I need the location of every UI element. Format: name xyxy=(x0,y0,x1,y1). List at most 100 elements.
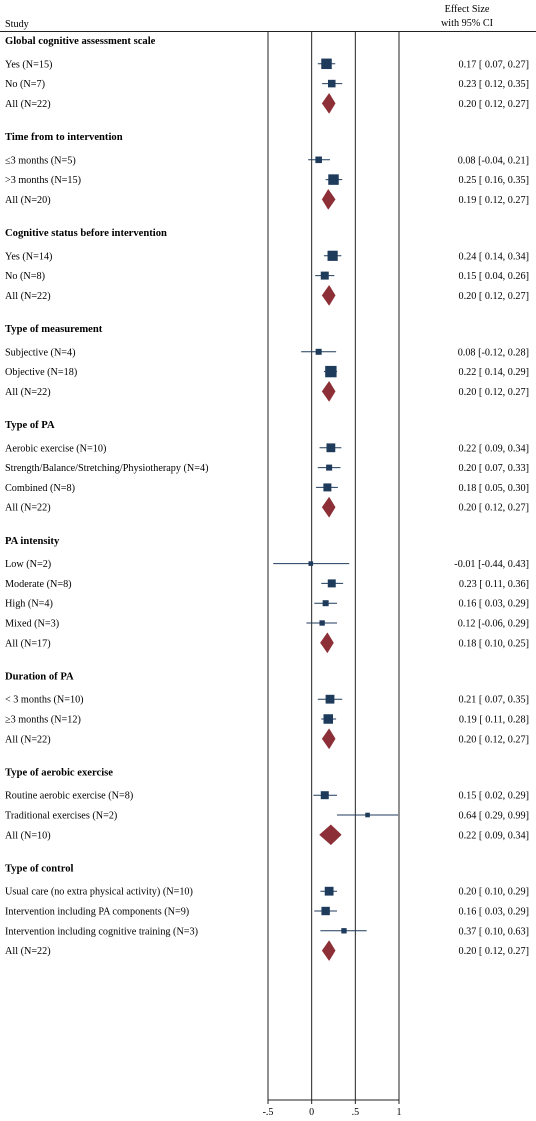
overall-row: All (N=20) 0.19 [ 0.12, 0.27] xyxy=(5,188,529,210)
pooled-diamond xyxy=(321,380,336,402)
study-row: No (N=8) 0.15 [ 0.04, 0.26] xyxy=(5,271,529,282)
effect-estimate-text: 0.64 [ 0.29, 0.99] xyxy=(459,811,529,822)
effect-estimate-text: 0.12 [-0.06, 0.29] xyxy=(458,619,529,630)
pooled-diamond xyxy=(320,632,334,654)
effect-estimate-text: 0.21 [ 0.07, 0.35] xyxy=(459,695,529,706)
subgroup-title: Cognitive status before intervention xyxy=(5,228,167,239)
point-estimate-square xyxy=(315,348,322,355)
point-estimate-square xyxy=(308,561,314,566)
row-label: Aerobic exercise (N=10) xyxy=(5,443,106,454)
x-axis: -.5 0 .5 1 xyxy=(263,1099,402,1118)
effect-estimate-text: 0.16 [ 0.03, 0.29] xyxy=(459,599,529,610)
rows: Global cognitive assessment scale Yes (N=… xyxy=(5,36,529,962)
row-label: All (N=22) xyxy=(5,291,51,302)
x-tick-label: -.5 xyxy=(263,1107,274,1118)
effect-estimate-text: 0.16 [ 0.03, 0.29] xyxy=(459,907,529,918)
subgroup-title: Type of aerobic exercise xyxy=(5,767,113,778)
x-tick-label: .5 xyxy=(352,1107,360,1118)
x-tick-label: 0 xyxy=(309,1107,314,1118)
point-estimate-square xyxy=(365,812,370,818)
row-label: Moderate (N=8) xyxy=(5,579,72,590)
study-row: Routine aerobic exercise (N=8) 0.15 [ 0.0… xyxy=(5,791,529,802)
row-label: >3 months (N=15) xyxy=(5,175,81,186)
overall-row: All (N=22) 0.20 [ 0.12, 0.27] xyxy=(5,728,529,750)
row-label: High (N=4) xyxy=(5,599,53,610)
study-row: ≥3 months (N=12) 0.19 [ 0.11, 0.28] xyxy=(5,714,529,726)
effect-estimate-text: 0.23 [ 0.12, 0.35] xyxy=(459,79,529,90)
row-label: Mixed (N=3) xyxy=(5,619,59,630)
x-tick-label: 1 xyxy=(397,1107,402,1118)
study-row: Traditional exercises (N=2) 0.64 [ 0.29, … xyxy=(5,811,529,822)
study-row: Combined (N=8) 0.18 [ 0.05, 0.30] xyxy=(5,483,529,494)
point-estimate-square xyxy=(327,79,336,88)
study-row: < 3 months (N=10) 0.21 [ 0.07, 0.35] xyxy=(5,695,529,706)
point-estimate-square xyxy=(326,464,333,471)
effect-estimate-text: 0.20 [ 0.12, 0.27] xyxy=(459,99,529,110)
point-estimate-square xyxy=(321,906,330,916)
effect-estimate-text: 0.25 [ 0.16, 0.35] xyxy=(459,175,529,186)
row-label: Intervention including PA components (N=… xyxy=(5,907,189,918)
pooled-diamond xyxy=(321,92,336,114)
point-estimate-square xyxy=(324,886,334,896)
subgroup-0: Global cognitive assessment scale Yes (N=… xyxy=(5,36,529,114)
subgroup-title: Type of control xyxy=(5,863,74,874)
point-estimate-square xyxy=(322,600,329,607)
subgroup-7: Type of aerobic exercise Routine aerobic … xyxy=(5,767,529,846)
effect-estimate-text: 0.20 [ 0.12, 0.27] xyxy=(459,503,529,514)
effect-estimate-text: -0.01 [-0.44, 0.43] xyxy=(454,559,529,570)
effect-estimate-text: 0.22 [ 0.14, 0.29] xyxy=(459,367,529,378)
pooled-diamond xyxy=(321,188,336,210)
effect-estimate-text: 0.17 [ 0.07, 0.27] xyxy=(459,59,529,70)
row-label: All (N=22) xyxy=(5,734,51,745)
study-row: Yes (N=15) 0.17 [ 0.07, 0.27] xyxy=(5,58,529,70)
row-label: No (N=7) xyxy=(5,79,45,90)
overall-row: All (N=22) 0.20 [ 0.12, 0.27] xyxy=(5,496,529,518)
effect-estimate-text: 0.19 [ 0.11, 0.28] xyxy=(459,715,529,726)
point-estimate-square xyxy=(325,365,337,378)
row-label: Yes (N=15) xyxy=(5,59,52,70)
effect-estimate-text: 0.19 [ 0.12, 0.27] xyxy=(459,195,529,206)
study-row: Intervention including PA components (N=… xyxy=(5,907,529,918)
plot-frame xyxy=(267,32,400,1100)
effect-estimate-text: 0.22 [ 0.09, 0.34] xyxy=(459,830,529,841)
row-label: Low (N=2) xyxy=(5,559,51,570)
subgroup-8: Type of control Usual care (no extra phys… xyxy=(5,863,529,962)
row-label: ≤3 months (N=5) xyxy=(5,155,76,166)
point-estimate-square xyxy=(319,620,325,626)
effect-estimate-text: 0.08 [-0.04, 0.21] xyxy=(458,155,529,166)
row-label: All (N=22) xyxy=(5,946,51,957)
effect-estimate-text: 0.15 [ 0.04, 0.26] xyxy=(459,271,529,282)
study-row: Usual care (no extra physical activity) … xyxy=(5,887,529,898)
pooled-diamond xyxy=(321,284,336,306)
point-estimate-square xyxy=(315,156,322,164)
row-label: Intervention including cognitive trainin… xyxy=(5,926,198,937)
study-row: >3 months (N=15) 0.25 [ 0.16, 0.35] xyxy=(5,174,529,186)
study-row: ≤3 months (N=5) 0.08 [-0.04, 0.21] xyxy=(5,155,529,166)
study-row: No (N=7) 0.23 [ 0.12, 0.35] xyxy=(5,79,529,90)
study-row: Intervention including cognitive trainin… xyxy=(5,926,529,937)
point-estimate-square xyxy=(320,791,329,800)
study-row: Low (N=2) -0.01 [-0.44, 0.43] xyxy=(5,559,529,570)
study-row: Mixed (N=3) 0.12 [-0.06, 0.29] xyxy=(5,619,529,630)
point-estimate-square xyxy=(326,443,336,453)
point-estimate-square xyxy=(328,174,339,185)
study-row: Strength/Balance/Stretching/Physiotherap… xyxy=(5,463,529,474)
point-estimate-square xyxy=(320,271,329,280)
effect-estimate-text: 0.22 [ 0.09, 0.34] xyxy=(459,443,529,454)
study-row: High (N=4) 0.16 [ 0.03, 0.29] xyxy=(5,599,529,610)
row-label: All (N=22) xyxy=(5,503,51,514)
study-row: Subjective (N=4) 0.08 [-0.12, 0.28] xyxy=(5,347,529,358)
effect-estimate-text: 0.20 [ 0.12, 0.27] xyxy=(459,734,529,745)
effect-estimate-text: 0.20 [ 0.10, 0.29] xyxy=(459,887,529,898)
point-estimate-square xyxy=(327,250,338,261)
point-estimate-square xyxy=(321,58,332,70)
row-label: All (N=22) xyxy=(5,99,51,110)
subgroup-title: Type of PA xyxy=(5,420,55,431)
point-estimate-square xyxy=(323,714,334,724)
effect-estimate-text: 0.23 [ 0.11, 0.36] xyxy=(459,579,529,590)
row-label: Objective (N=18) xyxy=(5,367,77,378)
row-label: All (N=17) xyxy=(5,638,51,649)
point-estimate-square xyxy=(327,579,336,588)
effect-estimate-text: 0.20 [ 0.07, 0.33] xyxy=(459,463,529,474)
